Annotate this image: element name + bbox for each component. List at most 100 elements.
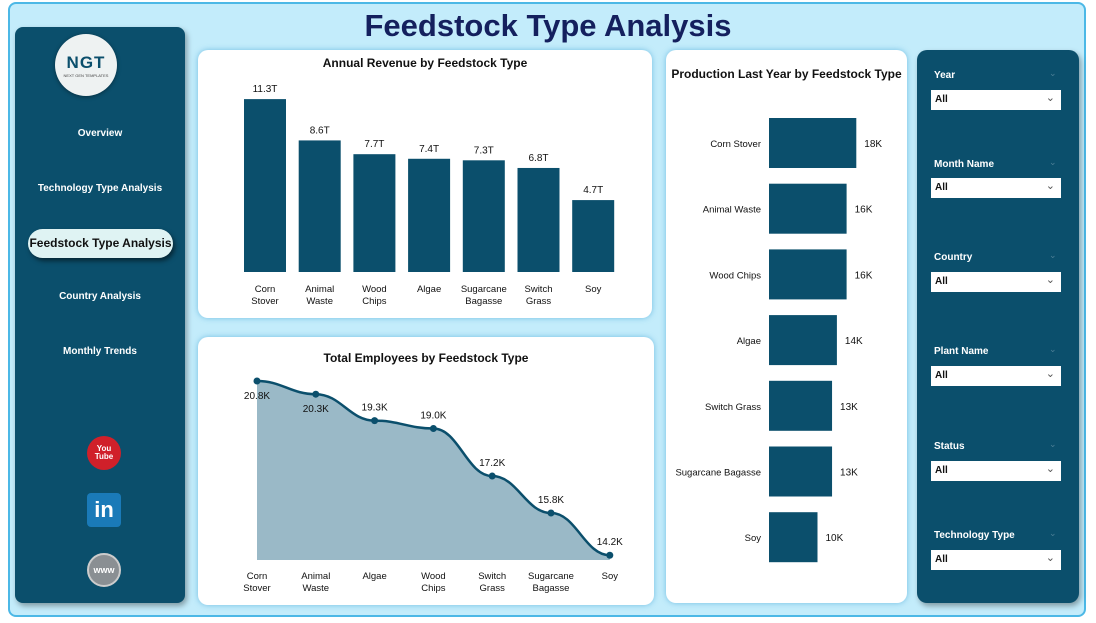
collapse-chevron-icon[interactable]: ⌄ [1049,68,1057,78]
employees-point[interactable] [312,390,320,398]
employees-data-label: 20.8K [244,391,270,402]
revenue-category-label: Switch [525,284,553,295]
revenue-category-label: Bagasse [465,296,502,307]
production-data-label: 10K [826,533,844,544]
website-globe-icon[interactable]: www [87,553,121,587]
revenue-bar[interactable] [353,154,396,272]
employees-category-label: Waste [303,583,330,594]
page-title: Feedstock Type Analysis [364,8,732,43]
production-data-label: 13K [840,402,858,413]
filter-dropdown[interactable]: All ⌄ [931,366,1061,386]
production-category-label: Sugarcane Bagasse [675,468,761,479]
filter-dropdown[interactable]: All ⌄ [931,461,1061,481]
employees-chart-title: Total Employees by Feedstock Type [323,351,529,365]
filter-dropdown[interactable]: All ⌄ [931,178,1061,198]
nav-monthly-trends[interactable]: Monthly Trends [63,346,137,357]
employees-data-label: 19.0K [420,411,446,422]
collapse-chevron-icon[interactable]: ⌄ [1049,250,1057,260]
linkedin-icon[interactable]: in [87,493,121,527]
revenue-category-label: Chips [362,296,387,307]
revenue-category-label: Corn [255,284,276,295]
nav-feedstock-type-analysis[interactable]: Feedstock Type Analysis [28,229,173,258]
production-bar[interactable] [769,512,818,563]
employees-point[interactable] [606,551,614,559]
employees-point[interactable] [488,472,496,480]
production-chart-title: Production Last Year by Feedstock Type [671,67,902,81]
production-bar[interactable] [769,315,837,366]
chevron-down-icon: ⌄ [1045,92,1055,104]
chevron-down-icon: ⌄ [1045,463,1055,475]
revenue-category-label: Soy [585,284,602,295]
production-data-label: 13K [840,468,858,479]
filter-dropdown[interactable]: All ⌄ [931,90,1061,110]
filter-label: Technology Type [934,530,1015,541]
employees-data-label: 19.3K [362,403,388,414]
collapse-chevron-icon[interactable]: ⌄ [1049,157,1057,167]
ngt-logo: NGT NEXT GEN TEMPLATES [55,34,117,96]
filter-dropdown[interactable]: All ⌄ [931,272,1061,292]
employees-category-label: Grass [480,583,506,594]
nav-country-analysis[interactable]: Country Analysis [59,291,141,302]
collapse-chevron-icon[interactable]: ⌄ [1049,528,1057,538]
revenue-bar[interactable] [408,158,451,272]
production-bar[interactable] [769,446,833,497]
youtube-icon[interactable]: You Tube [87,436,121,470]
employees-category-label: Animal [301,571,330,582]
revenue-category-label: Stover [251,296,278,307]
employees-category-label: Sugarcane [528,571,574,582]
filter-panel: Year ⌄ All ⌄ Month Name ⌄ All ⌄ Country ⌄ Al… [917,50,1079,603]
collapse-chevron-icon[interactable]: ⌄ [1049,439,1057,449]
employees-area [257,381,610,560]
revenue-category-label: Sugarcane [461,284,507,295]
revenue-bar[interactable] [298,140,341,272]
employees-category-label: Switch [478,571,506,582]
production-data-label: 16K [855,205,873,216]
revenue-bar[interactable] [517,167,560,272]
filter-dropdown[interactable]: All ⌄ [931,550,1061,570]
revenue-category-label: Waste [306,296,333,307]
nav-overview[interactable]: Overview [77,128,123,139]
revenue-category-label: Grass [526,296,552,307]
employees-point[interactable] [429,425,437,433]
chevron-down-icon: ⌄ [1045,552,1055,564]
production-bar[interactable] [769,380,833,431]
revenue-bar[interactable] [462,160,505,272]
employees-category-label: Wood [421,571,446,582]
production-category-label: Wood Chips [709,270,761,281]
production-bar[interactable] [769,183,847,234]
revenue-data-label: 7.7T [364,139,384,150]
employees-point[interactable] [547,509,555,517]
employees-data-label: 17.2K [479,458,505,469]
revenue-category-label: Algae [417,284,441,295]
production-data-label: 16K [855,270,873,281]
revenue-data-label: 7.3T [474,145,494,156]
filter-label: Year [934,70,956,81]
employees-category-label: Bagasse [533,583,570,594]
revenue-bar[interactable] [244,99,286,272]
employees-data-label: 15.8K [538,495,564,506]
revenue-data-label: 8.6T [310,125,330,136]
employees-data-label: 20.3K [303,404,329,415]
revenue-bar[interactable] [572,200,615,272]
revenue-data-label: 11.3T [253,84,278,95]
production-category-label: Soy [745,533,762,544]
employees-category-label: Stover [243,583,270,594]
revenue-data-label: 7.4T [419,144,439,155]
revenue-category-label: Animal [305,284,334,295]
production-category-label: Algae [737,336,761,347]
filter-label: Month Name [934,159,994,170]
production-bar[interactable] [769,118,857,168]
production-category-label: Switch Grass [705,402,761,413]
production-data-label: 18K [864,139,882,150]
nav-technology-type-analysis[interactable]: Technology Type Analysis [37,183,163,194]
production-bar[interactable] [769,249,847,300]
employees-category-label: Soy [602,571,619,582]
employees-category-label: Chips [421,583,446,594]
chevron-down-icon: ⌄ [1045,274,1055,286]
revenue-chart-title: Annual Revenue by Feedstock Type [322,56,528,70]
chevron-down-icon: ⌄ [1045,180,1055,192]
collapse-chevron-icon[interactable]: ⌄ [1049,344,1057,354]
employees-point[interactable] [253,377,261,385]
employees-point[interactable] [371,417,379,425]
